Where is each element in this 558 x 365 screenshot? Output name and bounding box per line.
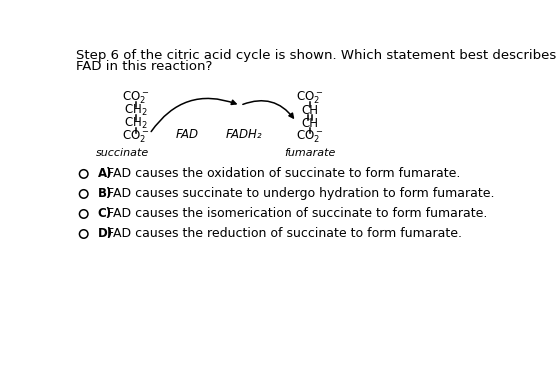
Text: A): A) <box>98 168 112 180</box>
Text: succinate: succinate <box>96 148 149 158</box>
Text: D): D) <box>98 227 113 241</box>
Text: FAD in this reaction?: FAD in this reaction? <box>76 60 213 73</box>
Text: CH$_2$: CH$_2$ <box>124 103 147 118</box>
Text: CH$_2$: CH$_2$ <box>124 116 147 131</box>
Text: FAD: FAD <box>176 128 199 141</box>
Text: FAD causes succinate to undergo hydration to form fumarate.: FAD causes succinate to undergo hydratio… <box>107 188 494 200</box>
Text: CO$_2^-$: CO$_2^-$ <box>122 129 149 145</box>
Text: Step 6 of the citric acid cycle is shown. Which statement best describes the rol: Step 6 of the citric acid cycle is shown… <box>76 49 558 62</box>
Text: FAD causes the isomerication of succinate to form fumarate.: FAD causes the isomerication of succinat… <box>107 207 487 220</box>
Text: FADH₂: FADH₂ <box>226 128 262 141</box>
Text: CO$_2^-$: CO$_2^-$ <box>296 129 324 145</box>
Text: CO$_2^-$: CO$_2^-$ <box>296 89 324 106</box>
Text: CH: CH <box>301 118 319 130</box>
Text: fumarate: fumarate <box>285 148 336 158</box>
Text: FAD causes the oxidation of succinate to form fumarate.: FAD causes the oxidation of succinate to… <box>107 168 460 180</box>
Text: CO$_2^-$: CO$_2^-$ <box>122 89 149 106</box>
Text: C): C) <box>98 207 112 220</box>
Text: CH: CH <box>301 104 319 117</box>
Text: FAD causes the reduction of succinate to form fumarate.: FAD causes the reduction of succinate to… <box>107 227 462 241</box>
Text: B): B) <box>98 188 112 200</box>
